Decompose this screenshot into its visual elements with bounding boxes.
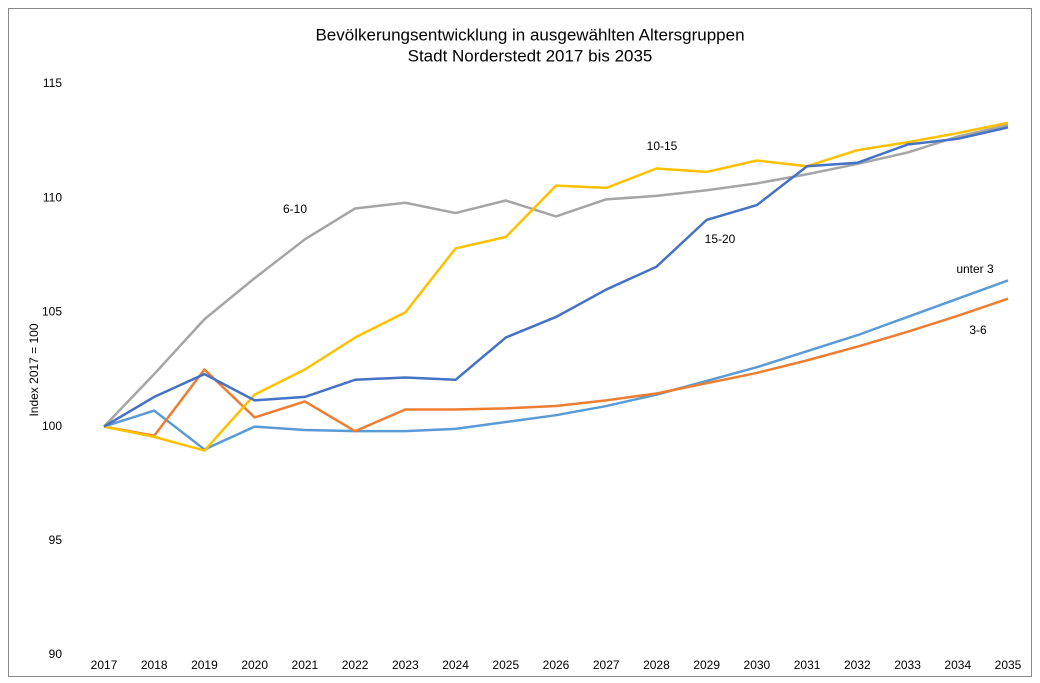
x-tick-label: 2017 bbox=[91, 658, 118, 672]
x-tick-label: 2018 bbox=[141, 658, 168, 672]
y-tick-label: 90 bbox=[49, 647, 63, 661]
x-tick-label: 2034 bbox=[944, 658, 971, 672]
y-tick-label: 95 bbox=[49, 533, 63, 547]
x-tick-label: 2029 bbox=[693, 658, 720, 672]
series-line bbox=[103, 121, 1009, 452]
series-label: 3-6 bbox=[969, 323, 987, 337]
chart-subtitle: Stadt Norderstedt 2017 bis 2035 bbox=[408, 46, 653, 65]
y-tick-label: 110 bbox=[43, 190, 62, 204]
x-tick-label: 2027 bbox=[593, 658, 620, 672]
series-line bbox=[103, 126, 1009, 428]
x-tick-label: 2033 bbox=[894, 658, 921, 672]
x-tick-label: 2024 bbox=[442, 658, 469, 672]
x-tick-label: 2022 bbox=[342, 658, 369, 672]
series-label: 15-20 bbox=[705, 232, 736, 246]
chart-title: Bevölkerungsentwicklung in ausgewählten … bbox=[315, 25, 744, 44]
x-tick-label: 2035 bbox=[995, 658, 1022, 672]
x-tick-label: 2020 bbox=[241, 658, 268, 672]
x-tick-label: 2028 bbox=[643, 658, 670, 672]
y-tick-label: 105 bbox=[42, 305, 62, 319]
series-label: unter 3 bbox=[956, 262, 994, 276]
y-tick-label: 100 bbox=[42, 419, 62, 433]
x-tick-label: 2025 bbox=[492, 658, 519, 672]
y-tick-label: 115 bbox=[43, 76, 62, 90]
x-tick-label: 2021 bbox=[292, 658, 319, 672]
series-label: 6-10 bbox=[283, 202, 307, 216]
x-tick-label: 2023 bbox=[392, 658, 419, 672]
x-tick-label: 2032 bbox=[844, 658, 871, 672]
y-axis-label: Index 2017 = 100 bbox=[27, 323, 41, 416]
x-tick-label: 2026 bbox=[543, 658, 570, 672]
x-tick-label: 2030 bbox=[744, 658, 771, 672]
chart-frame bbox=[8, 8, 1032, 677]
series-line bbox=[103, 279, 1009, 451]
series-label: 10-15 bbox=[647, 139, 678, 153]
x-tick-label: 2031 bbox=[794, 658, 821, 672]
x-tick-label: 2019 bbox=[191, 658, 218, 672]
series-line bbox=[103, 297, 1009, 437]
